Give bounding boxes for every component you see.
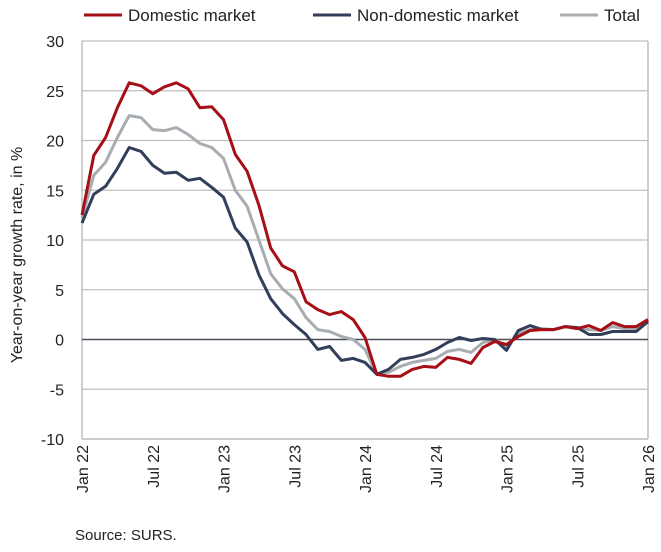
legend-label: Non-domestic market [357, 6, 519, 25]
y-tick-label: -5 [50, 382, 64, 399]
legend-label: Total [604, 6, 640, 25]
y-tick-label: 5 [55, 283, 64, 300]
x-tick-label: Jan 24 [358, 445, 375, 493]
x-tick-label: Jul 23 [287, 445, 304, 488]
y-tick-label: -10 [41, 432, 64, 449]
y-tick-label: 0 [55, 333, 64, 350]
y-tick-label: 10 [46, 233, 64, 250]
series-line-domestic-market [80, 81, 649, 378]
y-tick-label: 20 [46, 134, 64, 151]
y-axis-title: Year-on-year growth rate, in % [9, 147, 26, 363]
source-note: Source: SURS. [75, 527, 177, 544]
x-tick-label: Jan 25 [500, 445, 517, 493]
x-tick-label: Jul 24 [429, 445, 446, 488]
x-tick-label: Jan 23 [217, 445, 234, 493]
y-tick-label: 30 [46, 34, 64, 51]
y-tick-label: 15 [46, 183, 64, 200]
legend-label: Domestic market [128, 6, 256, 25]
x-tick-label: Jan 26 [641, 445, 658, 493]
x-tick-label: Jul 25 [570, 445, 587, 488]
y-tick-label: 25 [46, 84, 64, 101]
x-tick-label: Jan 22 [75, 445, 92, 493]
x-tick-label: Jul 22 [146, 445, 163, 488]
